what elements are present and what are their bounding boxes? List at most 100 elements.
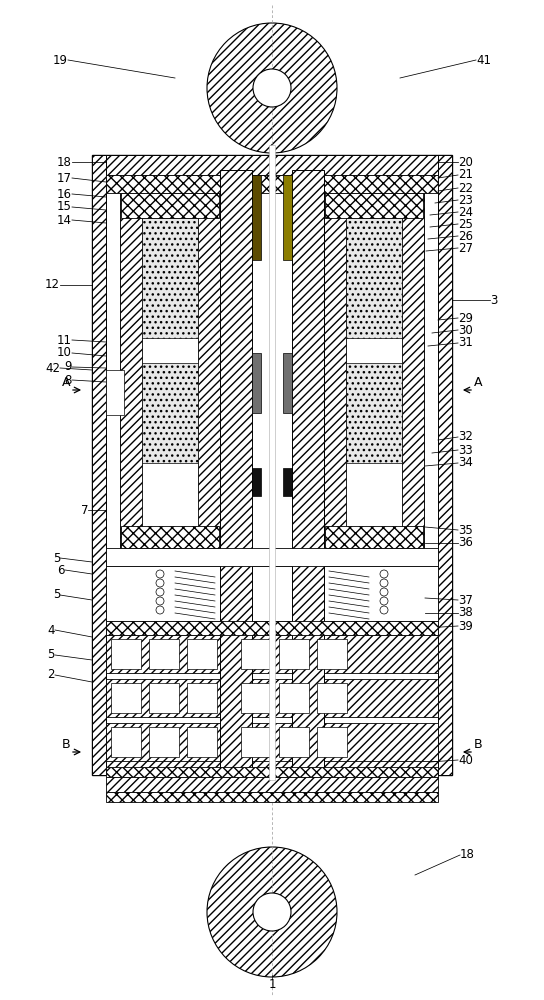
Text: 18: 18 [460,848,475,861]
Text: 15: 15 [57,200,72,214]
Text: 10: 10 [57,347,72,360]
Bar [106,792,438,802]
Bar [324,193,346,548]
Text: 7: 7 [81,504,88,516]
Circle shape [156,588,164,596]
Text: 5: 5 [53,552,60,564]
Circle shape [253,893,291,931]
Bar [106,370,124,415]
Bar [120,193,220,548]
Text: 35: 35 [458,524,473,536]
Text: 17: 17 [57,172,72,184]
Text: 37: 37 [458,593,473,606]
Text: A: A [62,376,70,389]
Bar [317,683,347,713]
Text: 36: 36 [458,536,473,550]
Bar [252,468,261,496]
Text: 16: 16 [57,188,72,200]
Text: B: B [61,738,70,752]
Text: 21: 21 [458,168,473,182]
Text: 26: 26 [458,230,473,242]
Bar [346,218,402,338]
Text: 20: 20 [458,155,473,168]
Circle shape [156,570,164,578]
Bar [106,723,438,761]
Circle shape [380,579,388,587]
Circle shape [380,606,388,614]
Text: 19: 19 [53,53,68,66]
Bar [220,170,252,770]
Bar [292,170,324,770]
Text: 31: 31 [458,336,473,350]
Bar [252,175,261,260]
Bar [241,683,271,713]
Circle shape [156,606,164,614]
Text: 42: 42 [45,361,60,374]
Bar [241,727,271,757]
Bar [279,683,309,713]
Bar [269,145,275,780]
Text: 29: 29 [458,312,473,324]
Circle shape [380,597,388,605]
Bar [149,727,179,757]
Circle shape [380,570,388,578]
Text: 25: 25 [458,218,473,231]
Text: 24: 24 [458,206,473,219]
Bar [92,155,452,775]
Bar [187,727,217,757]
Bar [92,155,106,775]
Text: 41: 41 [476,53,491,66]
Text: 39: 39 [458,619,473,633]
Bar [279,639,309,669]
Bar [121,193,219,218]
Bar [252,353,261,413]
Bar [438,155,452,775]
Circle shape [207,23,337,153]
Bar [346,363,402,463]
Bar [187,683,217,713]
Text: 30: 30 [458,324,473,336]
Text: 40: 40 [458,754,473,766]
Text: 5: 5 [53,588,60,601]
Bar [92,755,452,775]
Text: 8: 8 [65,373,72,386]
Circle shape [156,579,164,587]
Text: 38: 38 [458,606,473,619]
Bar [149,683,179,713]
Bar [324,193,424,548]
Text: 32: 32 [458,430,473,444]
Bar [317,639,347,669]
Bar [142,363,198,463]
Text: 1: 1 [268,978,276,992]
Bar [106,175,438,193]
Text: 23: 23 [458,194,473,207]
Bar [120,193,142,548]
Text: 33: 33 [458,444,473,456]
Bar [198,193,220,548]
Text: 6: 6 [58,564,65,576]
Bar [111,639,141,669]
Bar [325,526,423,548]
Text: 27: 27 [458,241,473,254]
Text: B: B [474,738,483,752]
Bar [283,175,292,260]
Text: 3: 3 [490,294,497,306]
Text: 9: 9 [65,360,72,373]
Bar [106,777,438,792]
Text: 11: 11 [57,334,72,347]
Text: 2: 2 [47,668,55,682]
Bar [106,621,438,635]
Bar [279,727,309,757]
Circle shape [207,847,337,977]
Text: 14: 14 [57,214,72,227]
Bar [121,526,219,548]
Bar [106,679,438,717]
Text: A: A [474,376,482,389]
Bar [111,727,141,757]
Text: 4: 4 [47,624,55,637]
Circle shape [156,597,164,605]
Bar [142,218,198,338]
Bar [106,767,438,777]
Bar [283,353,292,413]
Text: 22: 22 [458,182,473,194]
